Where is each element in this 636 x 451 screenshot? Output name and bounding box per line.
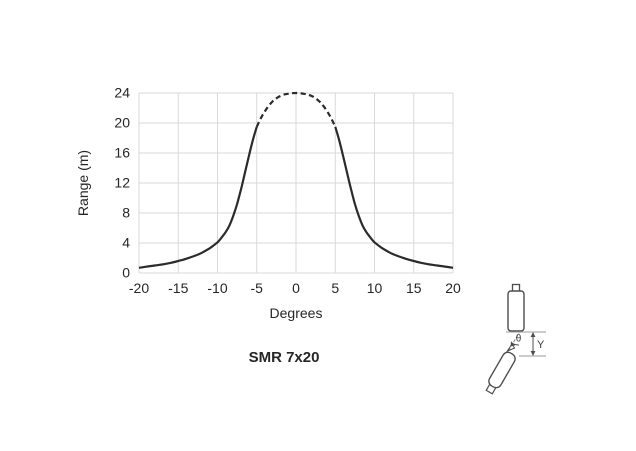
chart-title: SMR 7x20 — [249, 349, 320, 366]
range-curve-right-solid — [334, 126, 454, 269]
y-axis-label: Range (m) — [75, 150, 91, 216]
grid-lines — [138, 92, 454, 274]
range-curve-peak-dashed — [255, 91, 337, 128]
data-series — [138, 91, 454, 269]
theta-angle-label: θ — [516, 334, 522, 345]
x-tick-label: 5 — [331, 280, 339, 296]
y-tick-label: 20 — [114, 115, 130, 131]
x-tick-label: -10 — [207, 280, 227, 296]
tilted-sensor-icon — [485, 351, 516, 395]
x-tick-label: 10 — [367, 280, 383, 296]
y-tick-label: 8 — [122, 205, 130, 221]
y-distance-label: Y — [537, 339, 545, 351]
angle-arc-arrowhead — [510, 341, 516, 347]
x-tick-label: -15 — [168, 280, 188, 296]
x-tick-label: 20 — [445, 280, 461, 296]
y-tick-label: 16 — [114, 145, 130, 161]
vertical-sensor-icon — [507, 283, 525, 332]
y-tick-label: 12 — [114, 175, 130, 191]
tick-labels: -20 -15 -10 -5 0 5 10 15 20 0 4 8 12 16 20 24 — [114, 85, 461, 297]
range-curve-left-solid — [138, 126, 258, 269]
x-tick-label: -20 — [129, 280, 149, 296]
alignment-diagram: Y θ — [485, 283, 546, 395]
x-tick-label: 15 — [406, 280, 422, 296]
y-dimension-line — [530, 332, 536, 356]
x-tick-label: 0 — [292, 280, 300, 296]
x-axis-label: Degrees — [270, 305, 323, 321]
y-tick-label: 0 — [122, 265, 130, 281]
y-tick-label: 24 — [114, 85, 130, 101]
y-tick-label: 4 — [122, 235, 130, 251]
x-tick-label: -5 — [251, 280, 264, 296]
axis-arrowhead — [505, 343, 516, 353]
